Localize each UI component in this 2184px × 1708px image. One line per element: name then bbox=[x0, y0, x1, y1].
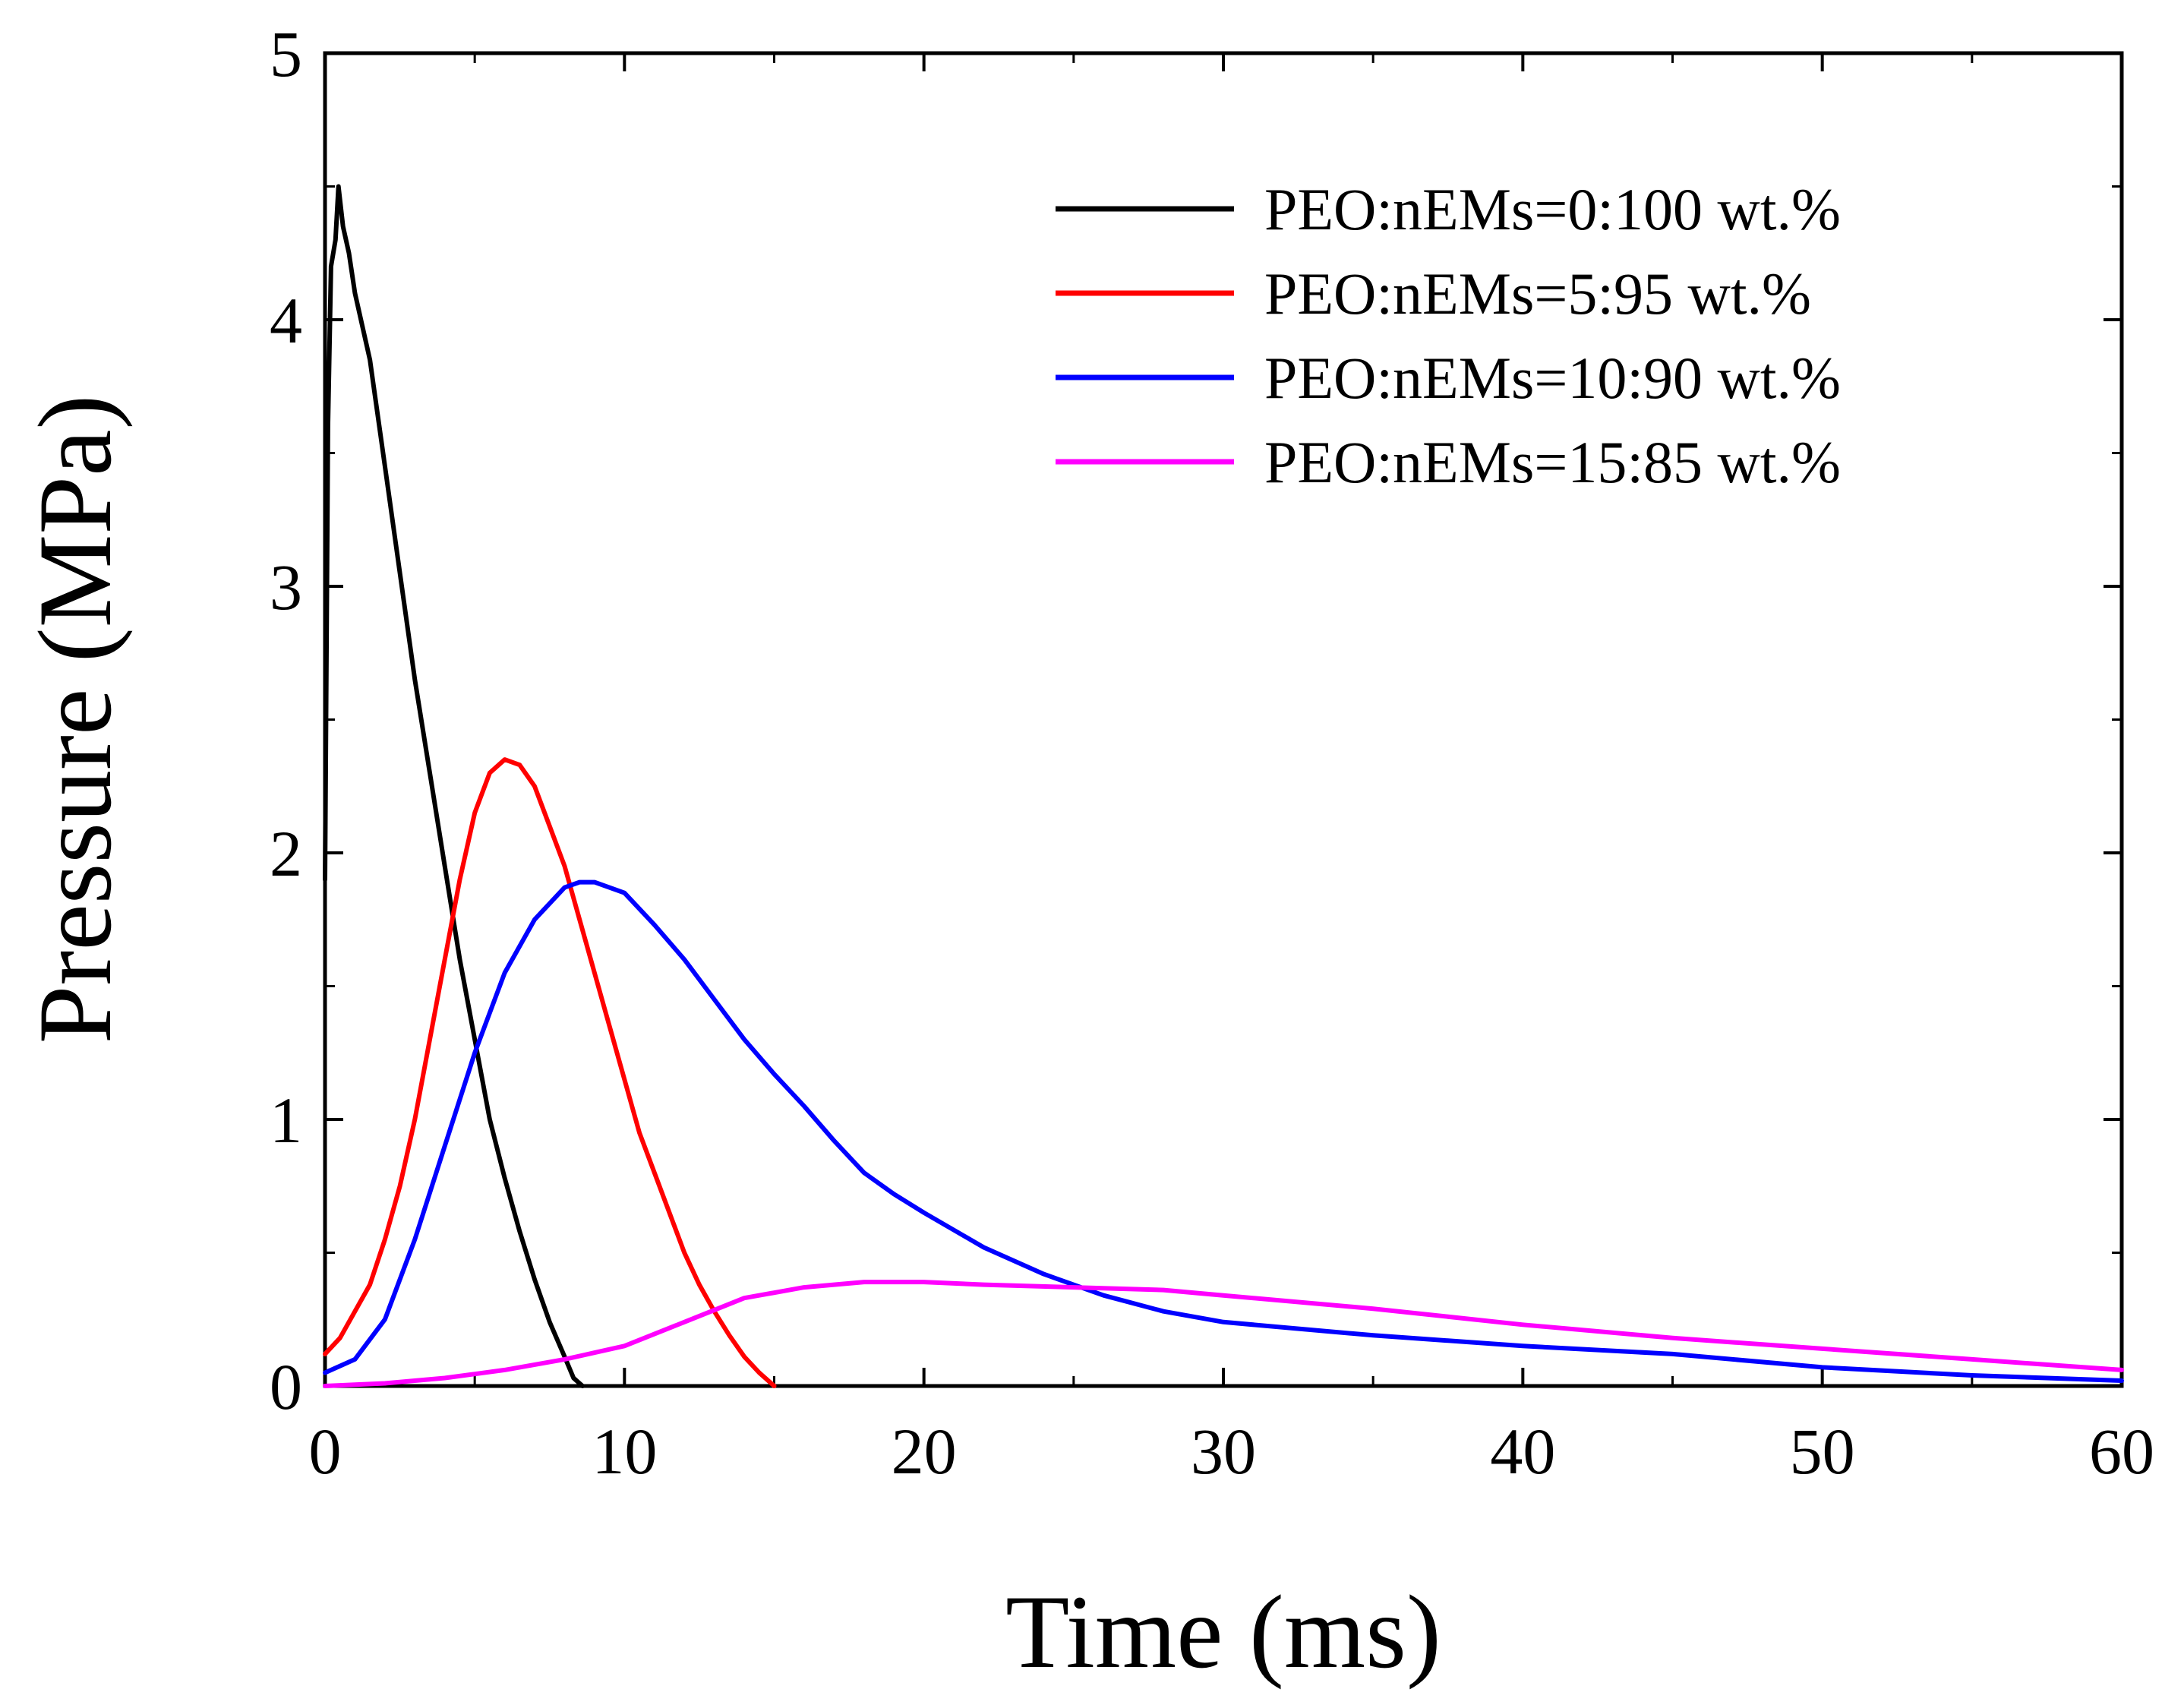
x-tick-label: 50 bbox=[1790, 1415, 1855, 1488]
legend-label-3: PEO:nEMs=10:90 wt.% bbox=[1264, 345, 1841, 411]
series-line-4 bbox=[323, 1280, 2124, 1388]
x-tick-label: 30 bbox=[1191, 1415, 1256, 1488]
y-tick-label: 5 bbox=[270, 17, 302, 90]
x-tick-label: 40 bbox=[1490, 1415, 1555, 1488]
x-tick-label: 0 bbox=[309, 1415, 342, 1488]
axis-ticks bbox=[323, 52, 2123, 1388]
x-tick-label: 10 bbox=[592, 1415, 657, 1488]
y-tick-labels: 0 1 2 3 4 5 bbox=[270, 17, 302, 1423]
legend-label-2: PEO:nEMs=5:95 wt.% bbox=[1264, 260, 1811, 327]
series-line-1 bbox=[323, 184, 585, 1388]
legend: PEO:nEMs=0:100 wt.% PEO:nEMs=5:95 wt.% PEO… bbox=[1056, 176, 1841, 495]
legend-label-1: PEO:nEMs=0:100 wt.% bbox=[1264, 176, 1841, 242]
series-lines bbox=[323, 184, 2124, 1388]
x-tick-labels: 0 10 20 30 40 50 60 bbox=[309, 1415, 2155, 1488]
y-tick-label: 3 bbox=[270, 551, 302, 624]
series-line-3 bbox=[323, 879, 2124, 1383]
x-tick-label: 60 bbox=[2089, 1415, 2154, 1488]
y-tick-label: 1 bbox=[270, 1084, 302, 1157]
y-axis-title: Pressure (MPa) bbox=[17, 395, 133, 1044]
y-tick-label: 4 bbox=[270, 284, 302, 357]
y-tick-label: 2 bbox=[270, 817, 302, 890]
series-line-2 bbox=[323, 757, 777, 1388]
legend-label-4: PEO:nEMs=15:85 wt.% bbox=[1264, 429, 1841, 495]
x-axis-title: Time (ms) bbox=[1005, 1574, 1441, 1690]
x-tick-label: 20 bbox=[892, 1415, 957, 1488]
y-tick-label: 0 bbox=[270, 1350, 302, 1423]
plot-frame bbox=[323, 51, 2124, 1388]
